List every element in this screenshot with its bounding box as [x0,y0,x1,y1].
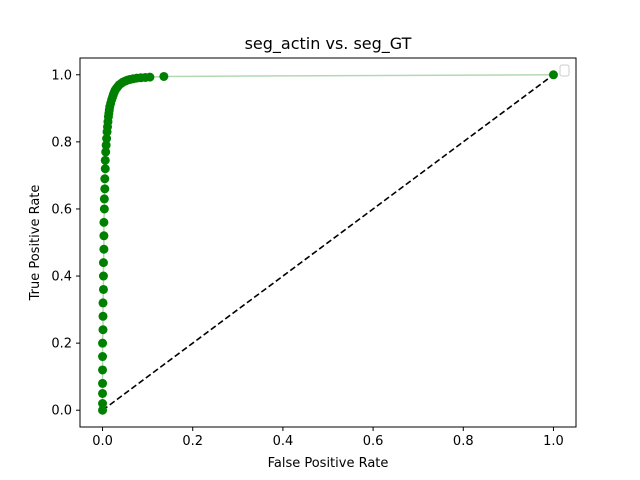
roc-point [98,352,108,362]
roc-point [159,71,169,81]
roc-point [98,298,108,308]
roc-point [98,325,108,335]
y-tick-label: 0.6 [51,202,72,217]
y-tick-label: 0.8 [51,135,72,150]
roc-point [98,388,108,398]
plot-layer [98,70,558,415]
roc-point [99,217,109,227]
x-tick-label: 0.2 [182,434,203,449]
legend-box [559,64,570,77]
y-axis-label: True Positive Rate [28,185,43,302]
roc-point [98,365,108,375]
roc-point [145,72,155,82]
y-tick-label: 0.4 [51,270,72,285]
x-tick-label: 0.0 [92,434,113,449]
chart-title: seg_actin vs. seg_GT [245,34,412,54]
reference-diagonal-line [102,74,554,411]
x-tick-label: 0.8 [453,434,474,449]
roc-point [99,231,109,241]
roc-point [99,194,109,204]
x-axis-label: False Positive Rate [268,456,389,471]
roc-point [98,378,108,388]
roc-point [548,70,558,80]
y-tick-label: 0.0 [51,404,72,419]
roc-point [100,174,110,184]
y-tick-label: 1.0 [51,68,72,83]
roc-point [98,399,108,409]
roc-point [98,405,108,415]
x-tick-label: 0.6 [363,434,384,449]
roc-point [98,258,108,268]
roc-point [98,284,108,294]
ticks-layer: 0.0 0.2 0.4 0.6 0.8 1.0 0.0 0.2 0.4 0.6 0.8 1.0 [51,68,563,449]
roc-point [100,184,110,194]
roc-point [99,204,109,214]
roc-point [99,244,109,254]
x-tick-label: 1.0 [543,434,564,449]
roc-point [101,140,111,150]
roc-point [98,338,108,348]
roc-point [102,134,112,144]
roc-point [101,147,111,157]
roc-point [98,271,108,281]
axes-frame [79,57,577,428]
roc-point [98,311,108,321]
x-tick-label: 0.4 [273,434,294,449]
y-tick-label: 0.2 [51,337,72,352]
roc-point [100,155,110,165]
roc-point [100,164,110,174]
